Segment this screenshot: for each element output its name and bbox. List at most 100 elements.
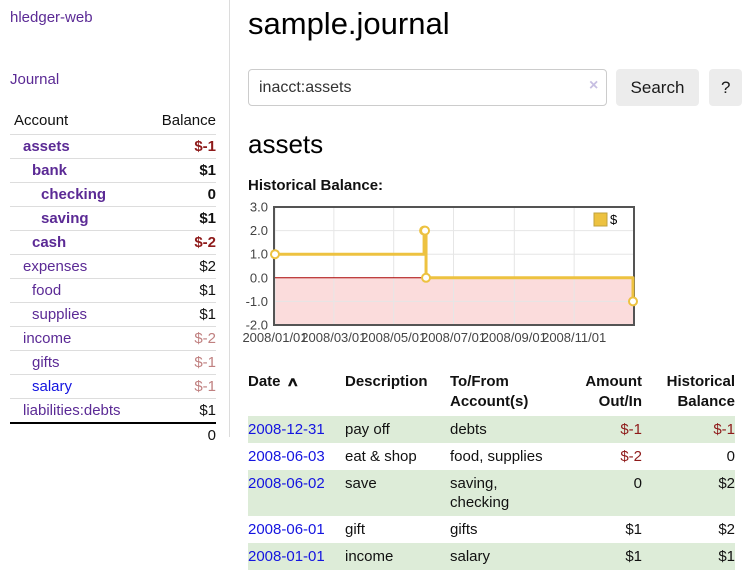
chart-heading: Historical Balance: (248, 177, 384, 194)
account-row: supplies $1 (10, 302, 216, 327)
account-balance: $1 (144, 278, 216, 303)
balance-cell: 0 (726, 448, 735, 465)
account-link-assets[interactable]: assets (23, 138, 70, 155)
sidebar: hledger-web Journal Account Balance asse… (0, 0, 230, 447)
balance-chart: 2008/01/01 2008/03/01 2008/05/01 2008/07/01… (238, 200, 742, 356)
description-cell: income (345, 543, 450, 570)
svg-text:-1.0: -1.0 (246, 294, 268, 309)
account-balance: $1 (144, 302, 216, 327)
account-row: income $-2 (10, 326, 216, 351)
description-cell: save (345, 470, 450, 516)
description-cell: eat & shop (345, 448, 417, 465)
description-cell: pay off (345, 416, 450, 443)
svg-text:2008/03/01: 2008/03/01 (301, 330, 366, 345)
account-link-cash[interactable]: cash (32, 234, 67, 251)
account-link-checking[interactable]: checking (41, 186, 107, 203)
account-balance: $1 (144, 158, 216, 183)
register-row: 2008-12-31 pay off debts $-1 $-1 (248, 416, 735, 443)
account-balance: $-2 (144, 230, 216, 255)
svg-text:1.0: 1.0 (250, 247, 268, 262)
transaction-date-link[interactable]: 2008-06-03 (248, 448, 325, 465)
accounts-table: Account Balance assets $-1 bank $1 check… (10, 110, 216, 447)
account-row: liabilities:debts $1 (10, 398, 216, 423)
accounts-cell: food, supplies (450, 448, 543, 465)
amount-cell: $1 (575, 543, 650, 570)
balance-cell: $2 (718, 521, 735, 538)
balance-chart-svg: 2008/01/012008/03/012008/05/012008/07/01… (242, 200, 638, 345)
svg-text:2008/11/01: 2008/11/01 (542, 330, 606, 345)
register-row: 2008-06-02 save saving, checking 0 $2 (248, 470, 735, 516)
account-link-food[interactable]: food (32, 282, 62, 299)
account-balance: $-2 (144, 326, 216, 351)
balance-column-header: Balance (161, 112, 216, 129)
accounts-cell: salary (450, 543, 575, 570)
account-link-gifts[interactable]: gifts (32, 354, 60, 371)
account-row: bank $1 (10, 158, 216, 183)
amount-cell: $-2 (620, 448, 642, 465)
account-link-bank[interactable]: bank (32, 162, 68, 179)
account-balance: $-1 (144, 374, 216, 399)
account-balance: $1 (144, 398, 216, 423)
account-link-expenses[interactable]: expenses (23, 258, 88, 275)
svg-text:2008/09/01: 2008/09/01 (482, 330, 547, 345)
clear-search-icon[interactable]: × (589, 77, 599, 94)
help-button[interactable]: ? (709, 69, 742, 106)
description-cell: gift (345, 521, 366, 538)
accounts-cell: debts (450, 416, 575, 443)
account-row: checking 0 (10, 182, 216, 207)
account-row: saving $1 (10, 206, 216, 231)
account-row: assets $-1 (10, 134, 216, 159)
account-row: cash $-2 (10, 230, 216, 255)
amount-column-header: Amount Out/In (585, 373, 642, 410)
account-balance: $2 (144, 254, 216, 279)
main-content: sample.journal × Search ? assets Histori… (231, 0, 742, 570)
svg-text:-2.0: -2.0 (246, 318, 268, 333)
balance-cell: $-1 (650, 416, 735, 443)
account-link-liabilities-debts[interactable]: liabilities:debts (23, 402, 121, 419)
accounts-total-balance: 0 (144, 422, 216, 447)
transaction-date-link[interactable]: 2008-06-02 (248, 475, 325, 492)
svg-text:2008/01/01: 2008/01/01 (242, 330, 307, 345)
account-link-income[interactable]: income (23, 330, 72, 347)
account-balance: 0 (144, 182, 216, 207)
brand-link[interactable]: hledger-web (10, 9, 93, 26)
accounts-cell: saving, checking (450, 470, 575, 516)
svg-text:2.0: 2.0 (250, 223, 268, 238)
account-balance: $-1 (144, 134, 216, 159)
transaction-date-link[interactable]: 2008-01-01 (248, 548, 325, 565)
svg-text:3.0: 3.0 (250, 200, 268, 215)
account-link-supplies[interactable]: supplies (32, 306, 88, 323)
search-button[interactable]: Search (615, 69, 700, 106)
account-link-saving[interactable]: saving (41, 210, 89, 227)
page-title: sample.journal (248, 6, 450, 41)
search-form: × Search ? (248, 69, 742, 106)
amount-cell: $-1 (575, 416, 650, 443)
svg-text:2008/05/01: 2008/05/01 (361, 330, 426, 345)
account-row: gifts $-1 (10, 350, 216, 375)
register-table: Date ∧ Description To/From Account(s) Amo… (248, 368, 735, 570)
svg-text:$: $ (610, 212, 618, 227)
sort-ascending-icon: ∧ (285, 374, 299, 389)
balance-column-header: Historical Balance (666, 373, 735, 410)
account-heading: assets (248, 129, 324, 159)
date-column-header[interactable]: Date ∧ (248, 373, 299, 390)
account-row: expenses $2 (10, 254, 216, 279)
amount-cell: 0 (575, 470, 650, 516)
register-row: 2008-06-01 gift gifts $1 $2 (248, 516, 735, 543)
search-input[interactable] (248, 69, 607, 106)
journal-nav-link[interactable]: Journal (10, 71, 60, 88)
account-row: salary $-1 (10, 374, 216, 399)
accounts-column-header: To/From Account(s) (450, 373, 529, 410)
register-header-row: Date ∧ Description To/From Account(s) Amo… (248, 368, 735, 416)
register-row: 2008-01-01 income salary $1 $1 (248, 543, 735, 570)
transaction-date-link[interactable]: 2008-06-01 (248, 521, 325, 538)
account-balance: $-1 (144, 350, 216, 375)
register-row: 2008-06-03 eat & shop food, supplies $-2… (248, 443, 735, 470)
account-balance: $1 (144, 206, 216, 231)
transaction-date-link[interactable]: 2008-12-31 (248, 421, 325, 438)
balance-cell: $2 (650, 470, 735, 516)
svg-text:0.0: 0.0 (250, 270, 268, 285)
account-link-salary[interactable]: salary (32, 378, 73, 395)
accounts-cell: gifts (450, 521, 478, 538)
balance-cell: $1 (650, 543, 735, 570)
